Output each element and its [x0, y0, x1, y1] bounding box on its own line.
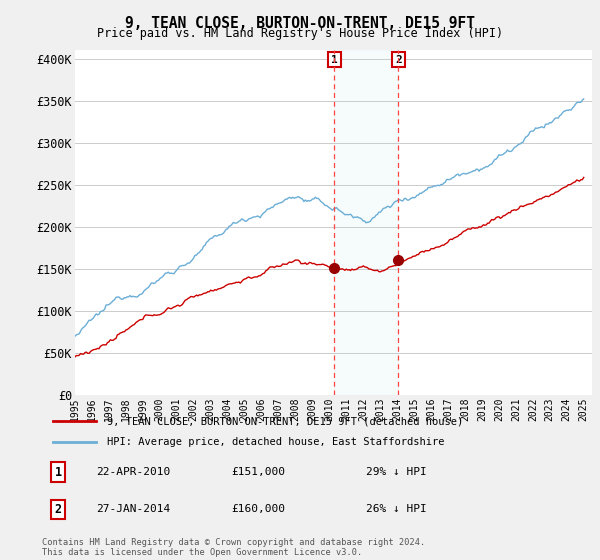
Text: 9, TEAN CLOSE, BURTON-ON-TRENT, DE15 9FT (detached house): 9, TEAN CLOSE, BURTON-ON-TRENT, DE15 9FT…: [107, 416, 463, 426]
Text: Price paid vs. HM Land Registry's House Price Index (HPI): Price paid vs. HM Land Registry's House …: [97, 27, 503, 40]
Text: 29% ↓ HPI: 29% ↓ HPI: [366, 467, 427, 477]
Text: HPI: Average price, detached house, East Staffordshire: HPI: Average price, detached house, East…: [107, 437, 444, 447]
Text: 1: 1: [55, 465, 62, 479]
Text: 9, TEAN CLOSE, BURTON-ON-TRENT, DE15 9FT: 9, TEAN CLOSE, BURTON-ON-TRENT, DE15 9FT: [125, 16, 475, 31]
Text: 26% ↓ HPI: 26% ↓ HPI: [366, 505, 427, 515]
Text: 2: 2: [55, 503, 62, 516]
Text: £151,000: £151,000: [231, 467, 285, 477]
Text: 22-APR-2010: 22-APR-2010: [96, 467, 170, 477]
Bar: [334, 50, 398, 395]
Text: 27-JAN-2014: 27-JAN-2014: [96, 505, 170, 515]
Text: 1: 1: [331, 54, 338, 64]
Text: £160,000: £160,000: [231, 505, 285, 515]
Text: 2: 2: [395, 54, 402, 64]
Text: Contains HM Land Registry data © Crown copyright and database right 2024.
This d: Contains HM Land Registry data © Crown c…: [42, 538, 425, 557]
